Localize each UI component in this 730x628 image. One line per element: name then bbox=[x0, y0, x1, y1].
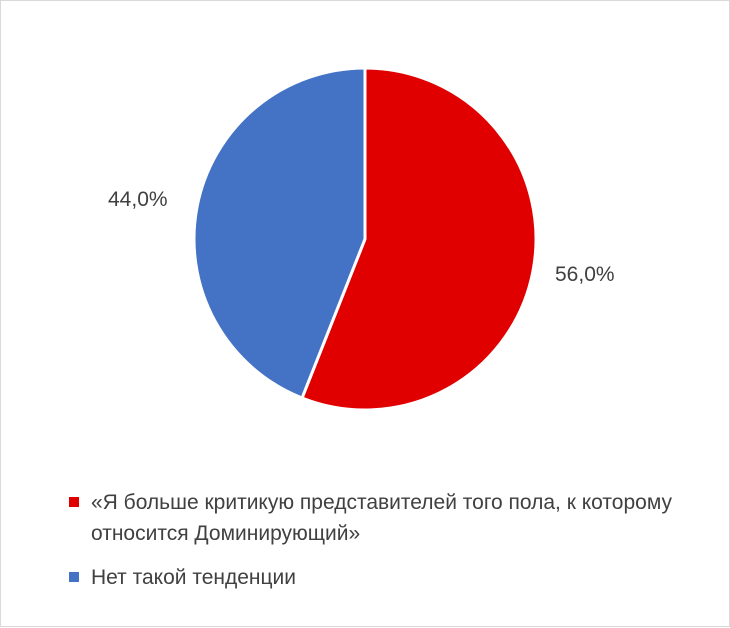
legend-swatch-critic bbox=[69, 497, 79, 507]
legend-swatch-no-tendency bbox=[69, 572, 79, 582]
legend-item-no-tendency: Нет такой тенденции bbox=[69, 562, 709, 593]
data-label-no-tendency: 44,0% bbox=[108, 188, 168, 211]
data-label-critic: 56,0% bbox=[555, 263, 615, 286]
legend-item-critic: «Я больше критикую представителей того п… bbox=[69, 487, 709, 549]
legend: «Я больше критикую представителей того п… bbox=[69, 487, 709, 593]
pie-slice-no-tendency bbox=[192, 66, 367, 400]
legend-label-critic: «Я больше критикую представителей того п… bbox=[91, 491, 672, 545]
pie-slice-critic bbox=[300, 66, 538, 412]
legend-label-no-tendency: Нет такой тенденции bbox=[91, 566, 297, 589]
